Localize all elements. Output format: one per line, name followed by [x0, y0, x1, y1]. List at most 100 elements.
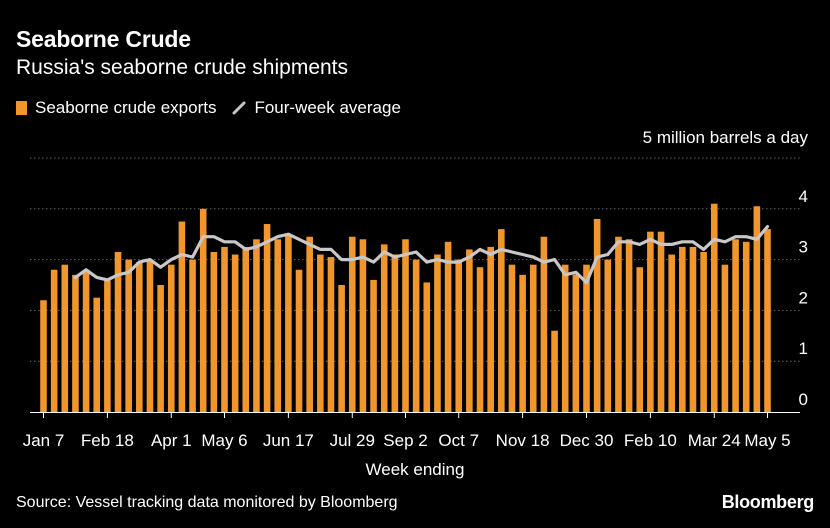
- average-line: [73, 225, 770, 285]
- bar-59: [668, 254, 675, 412]
- bar-54: [615, 236, 622, 412]
- bar-21: [263, 224, 271, 412]
- bar-3: [72, 274, 79, 412]
- bar-46: [529, 264, 537, 412]
- bar-9: [136, 262, 143, 412]
- bar-60: [679, 246, 686, 412]
- legend: Seaborne crude exports Four-week average: [16, 98, 417, 118]
- bar-67: [753, 206, 761, 412]
- bar-16: [210, 251, 218, 412]
- bar-50: [572, 274, 580, 412]
- bar-51: [583, 264, 590, 412]
- bar-22: [274, 239, 282, 412]
- x-tick-label-6: Sep 2: [383, 431, 427, 450]
- bar-20: [253, 239, 260, 412]
- bar-23: [285, 234, 292, 412]
- x-tick-label-9: Dec 30: [560, 431, 614, 450]
- bar-15: [199, 208, 207, 412]
- bar-33: [391, 254, 399, 412]
- y-axis-units: 5 million barrels a day: [642, 128, 808, 147]
- bar-63: [710, 203, 718, 412]
- bar-8: [125, 259, 132, 412]
- legend-item-exports: Seaborne crude exports: [16, 98, 216, 118]
- bar-1: [50, 269, 58, 412]
- legend-label-exports: Seaborne crude exports: [35, 98, 217, 117]
- bar-53: [604, 259, 612, 412]
- bar-42: [487, 246, 494, 412]
- x-tick-label-10: Feb 10: [624, 431, 677, 450]
- bar-11: [157, 285, 164, 412]
- bar-4: [82, 269, 90, 412]
- bar-34: [402, 239, 409, 412]
- bar-0: [40, 300, 47, 412]
- bar-43: [498, 229, 505, 412]
- x-tick-label-1: Feb 18: [81, 431, 134, 450]
- bar-6: [104, 279, 111, 412]
- bar-2: [61, 264, 69, 412]
- x-tick-label-5: Jul 29: [330, 431, 375, 450]
- source-note: Source: Vessel tracking data monitored b…: [16, 494, 398, 511]
- x-tick-label-0: Jan 7: [23, 431, 65, 450]
- bar-48: [551, 330, 558, 412]
- bar-64: [721, 264, 729, 412]
- bar-49: [561, 264, 569, 412]
- bar-57: [647, 231, 654, 412]
- x-tick-label-11: Mar 24: [688, 431, 741, 450]
- bar-45: [519, 274, 526, 412]
- bar-26: [317, 254, 324, 412]
- bar-32: [380, 244, 388, 412]
- legend-label-average: Four-week average: [254, 98, 401, 117]
- bar-24: [295, 269, 303, 412]
- bar-28: [338, 285, 345, 412]
- x-tick-label-12: May 5: [744, 431, 790, 450]
- bar-13: [178, 221, 186, 412]
- bar-62: [700, 251, 707, 412]
- bar-37: [434, 254, 441, 412]
- bar-18: [231, 254, 239, 412]
- bar-56: [636, 267, 644, 412]
- x-tick-label-3: May 6: [201, 431, 247, 450]
- bar-27: [327, 257, 335, 412]
- bar-65: [732, 239, 739, 412]
- bar-swatch-icon: [16, 101, 27, 115]
- x-tick-label-8: Nov 18: [496, 431, 550, 450]
- y-tick-label-0: 0: [799, 390, 808, 409]
- y-tick-label-3: 3: [799, 238, 808, 257]
- x-axis-title: Week ending: [365, 460, 465, 479]
- bar-41: [476, 267, 484, 412]
- x-tick-label-7: Oct 7: [438, 431, 479, 450]
- bar-30: [359, 239, 367, 412]
- bar-19: [242, 246, 250, 412]
- bar-38: [444, 241, 452, 412]
- bar-14: [189, 259, 196, 412]
- bar-5: [93, 297, 101, 412]
- x-tick-label-2: Apr 1: [151, 431, 192, 450]
- bar-44: [508, 264, 516, 412]
- x-tick-label-4: Jun 17: [263, 431, 314, 450]
- y-tick-label-2: 2: [799, 288, 808, 307]
- bar-66: [742, 241, 750, 412]
- bar-40: [466, 249, 473, 412]
- bar-25: [306, 236, 313, 412]
- y-tick-label-4: 4: [799, 187, 808, 206]
- bar-36: [423, 282, 431, 412]
- bar-17: [221, 246, 228, 412]
- brand-logo: Bloomberg: [721, 492, 815, 512]
- bar-68: [764, 229, 771, 412]
- bar-47: [540, 236, 548, 412]
- bar-58: [657, 231, 665, 412]
- bar-61: [689, 246, 697, 412]
- line-swatch-icon: [232, 101, 246, 115]
- y-tick-label-1: 1: [799, 339, 808, 358]
- bar-35: [412, 259, 420, 412]
- bar-55: [625, 239, 633, 412]
- chart-title: Seaborne Crude: [16, 26, 191, 52]
- bar-7: [114, 251, 122, 412]
- bar-39: [455, 259, 463, 412]
- bar-10: [146, 259, 154, 412]
- bar-29: [348, 236, 356, 412]
- legend-item-average: Four-week average: [232, 98, 401, 118]
- bar-52: [593, 218, 601, 412]
- bar-12: [167, 264, 175, 412]
